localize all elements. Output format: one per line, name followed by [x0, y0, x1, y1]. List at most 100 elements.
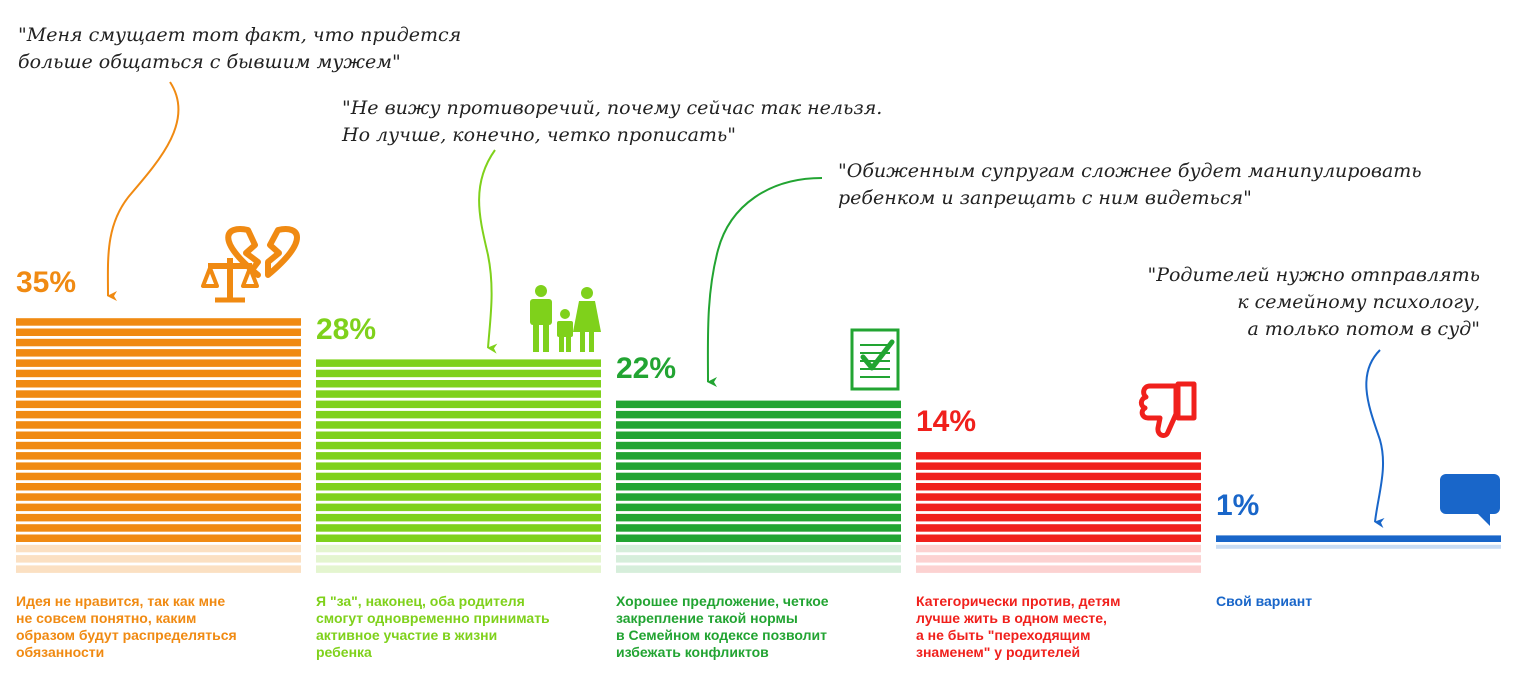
- bar-2-stripe: [316, 452, 601, 460]
- quote-1: "Меня смущает тот факт, что придется бол…: [18, 24, 462, 73]
- bar-1-stripe: [16, 534, 301, 542]
- bar-1-stripe: [16, 318, 301, 326]
- bar-2-stripe: [316, 524, 601, 532]
- bar-1-stripe: [16, 390, 301, 398]
- category-label-5: Свой вариант: [1216, 593, 1313, 609]
- bar-1-stripe: [16, 380, 301, 388]
- bar-1-stripe: [16, 328, 301, 336]
- bar-3-stripe: [616, 503, 901, 512]
- bar-4-stripe: [916, 472, 1201, 481]
- quote-3: "Обиженным супругам сложнее будет манипу…: [838, 160, 1422, 209]
- bar-1-stripe: [16, 349, 301, 357]
- broken-heart-scales-icon: [201, 226, 300, 303]
- value-label-1: 35%: [16, 266, 77, 299]
- bar-3-stripe: [616, 441, 901, 450]
- bar-2-reflection: [316, 544, 601, 553]
- bar-2-stripe: [316, 431, 601, 439]
- bar-1-reflection: [16, 555, 301, 563]
- bar-4-stripe: [916, 513, 1201, 522]
- bar-1-reflection: [16, 544, 301, 553]
- bar-2-stripe: [316, 421, 601, 429]
- category-label-1: Идея не нравится, так как мне не совсем …: [16, 593, 237, 660]
- quote-arrows: [106, 81, 1385, 528]
- bar-5-reflection: [1216, 544, 1501, 549]
- bar-2-stripe: [316, 410, 601, 419]
- bar-1-stripe: [16, 483, 301, 491]
- bar-1-stripe: [16, 513, 301, 522]
- bar-5: [1216, 535, 1501, 549]
- checked-document-icon: [850, 328, 900, 391]
- bar-3-stripe: [616, 431, 901, 439]
- family-icon: [530, 285, 601, 352]
- bar-1-stripe: [16, 338, 301, 347]
- bar-2-stripe: [316, 534, 601, 542]
- bar-1-stripe: [16, 441, 301, 450]
- quote-arrow-4: [1365, 349, 1385, 528]
- category-label-4: Категорически против, детям лучше жить в…: [916, 593, 1121, 660]
- bar-3-stripe: [616, 452, 901, 460]
- bar-3-stripe: [616, 400, 901, 409]
- bar-1-stripe: [16, 400, 301, 409]
- bar-2-reflection: [316, 565, 601, 573]
- bar-3-reflection: [616, 544, 901, 553]
- bar-2-stripe: [316, 400, 601, 409]
- bar-2-stripe: [316, 462, 601, 470]
- bar-4-stripe: [916, 483, 1201, 491]
- bar-4: [916, 452, 1201, 573]
- bar-2-stripe: [316, 493, 601, 501]
- chat-bubble-icon: [1440, 474, 1500, 526]
- bar-4-reflection: [916, 555, 1201, 563]
- bar-2-stripe: [316, 369, 601, 378]
- bar-1-stripe: [16, 524, 301, 532]
- bar-1-stripe: [16, 421, 301, 429]
- bar-2-stripe: [316, 503, 601, 512]
- bar-3-reflection: [616, 555, 901, 563]
- quote-arrow-1: [106, 81, 180, 301]
- bar-1-stripe: [16, 369, 301, 378]
- value-label-2: 28%: [316, 313, 377, 346]
- bar-3-stripe: [616, 493, 901, 501]
- bar-1-stripe: [16, 359, 301, 367]
- quote-2: "Не вижу противоречий, почему сейчас так…: [342, 97, 883, 146]
- bar-1-stripe: [16, 410, 301, 419]
- bar-1-stripe: [16, 493, 301, 501]
- quote-4: "Родителей нужно отправлять к семейному …: [1147, 264, 1480, 340]
- quote-arrow-3: [706, 177, 823, 387]
- bar-2-stripe: [316, 472, 601, 481]
- bar-1-stripe: [16, 472, 301, 481]
- thumbs-down-icon: [1138, 381, 1197, 438]
- category-label-3: Хорошее предложение, четкое закрепление …: [616, 593, 829, 660]
- value-label-5: 1%: [1216, 489, 1260, 522]
- bar-2-stripe: [316, 380, 601, 388]
- bar-1-stripe: [16, 503, 301, 512]
- bar-4-stripe: [916, 462, 1201, 470]
- bar-4-stripe: [916, 534, 1201, 542]
- bar-3-stripe: [616, 513, 901, 522]
- bar-3: [616, 400, 901, 573]
- bar-2-stripe: [316, 513, 601, 522]
- bar-2-reflection: [316, 555, 601, 563]
- bar-2-stripe: [316, 483, 601, 491]
- bar-5-stripe: [1216, 535, 1501, 542]
- bar-3-stripe: [616, 462, 901, 470]
- bar-1-reflection: [16, 565, 301, 573]
- bar-3-stripe: [616, 410, 901, 419]
- value-label-3: 22%: [616, 352, 677, 385]
- quote-arrow-2: [478, 149, 498, 354]
- bar-4-stripe: [916, 503, 1201, 512]
- bar-1: [16, 318, 301, 573]
- bar-3-reflection: [616, 565, 901, 573]
- bar-3-stripe: [616, 472, 901, 481]
- bar-1-stripe: [16, 431, 301, 439]
- bar-3-stripe: [616, 483, 901, 491]
- category-label-2: Я "за", наконец, оба родителя смогут одн…: [316, 593, 550, 660]
- bar-2-stripe: [316, 441, 601, 450]
- bar-3-stripe: [616, 421, 901, 429]
- bar-4-stripe: [916, 524, 1201, 532]
- bar-3-stripe: [616, 524, 901, 532]
- bar-4-reflection: [916, 565, 1201, 573]
- bar-1-stripe: [16, 452, 301, 460]
- bar-2-stripe: [316, 390, 601, 398]
- bar-4-stripe: [916, 452, 1201, 460]
